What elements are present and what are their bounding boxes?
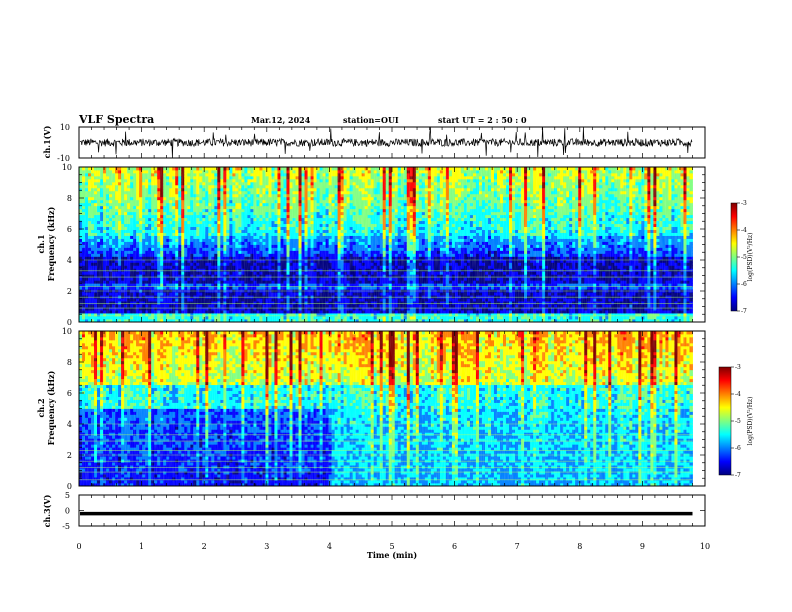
- figure-title: VLF Spectra: [78, 113, 154, 126]
- header-start-time: start UT = 2 : 50 : 0: [438, 115, 527, 125]
- ch1-ytick-label-bottom: -10: [57, 154, 70, 163]
- ch1-ytick-label-top: 10: [60, 123, 70, 132]
- header-station: station=OUI: [343, 115, 399, 125]
- ch1-ylabel: ch.1(V): [42, 125, 52, 158]
- ch1-waveform-panel: 10 -10 ch.1(V): [42, 123, 706, 163]
- ch1-waveform-line: [79, 127, 693, 158]
- ch1-frame: [78, 126, 706, 159]
- header-date: Mar.12, 2024: [251, 115, 311, 125]
